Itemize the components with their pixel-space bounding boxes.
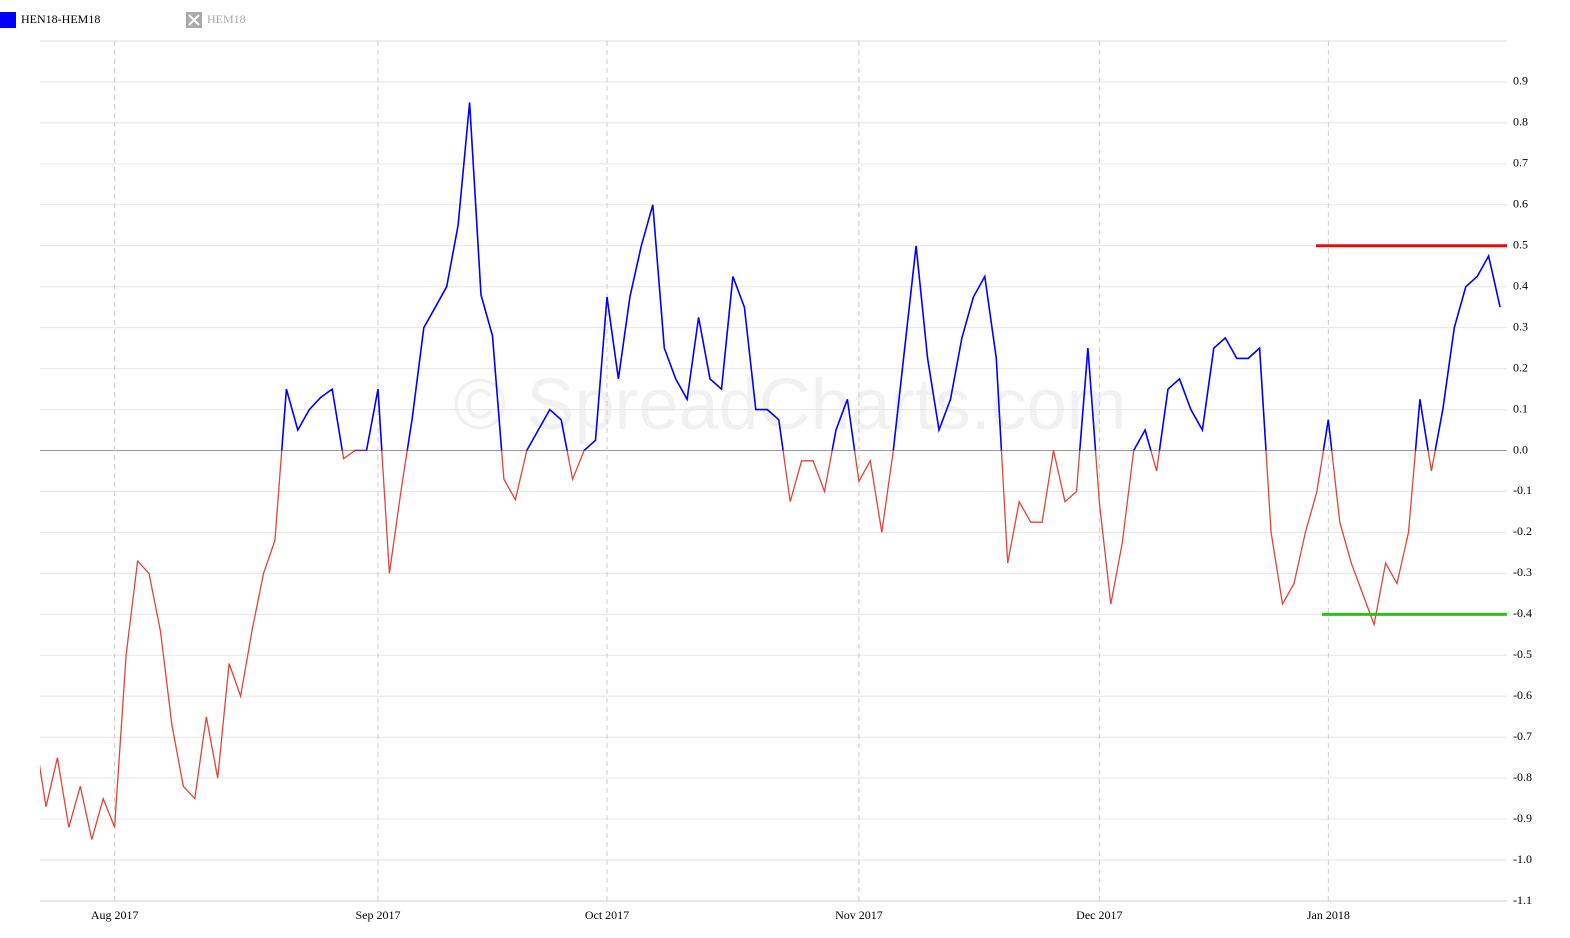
y-tick-label: -0.8 bbox=[1513, 770, 1532, 784]
legend-label: HEN18-HEM18 bbox=[21, 12, 100, 26]
series-clip bbox=[40, 102, 1501, 840]
y-tick-label: -0.6 bbox=[1513, 688, 1532, 702]
legend-x-icon bbox=[188, 14, 200, 26]
x-tick-label: Aug 2017 bbox=[91, 908, 139, 922]
y-tick-label: 0.6 bbox=[1513, 197, 1528, 211]
y-tick-label: 0.1 bbox=[1513, 401, 1528, 415]
legend-swatch bbox=[0, 12, 16, 28]
legend-label: HEM18 bbox=[207, 12, 246, 26]
y-tick-label: -0.2 bbox=[1513, 524, 1532, 538]
y-tick-label: -0.1 bbox=[1513, 483, 1532, 497]
y-tick-label: -0.4 bbox=[1513, 606, 1532, 620]
neg-group bbox=[40, 450, 1436, 840]
y-tick-label: 0.9 bbox=[1513, 74, 1528, 88]
x-tick-label: Oct 2017 bbox=[585, 908, 629, 922]
pos-group bbox=[280, 102, 1501, 451]
y-tick-label: -0.7 bbox=[1513, 729, 1532, 743]
y-tick-label: 0.2 bbox=[1513, 360, 1528, 374]
y-tick-label: 0.8 bbox=[1513, 115, 1528, 129]
watermark: © SpreadCharts.com bbox=[453, 365, 1126, 445]
x-tick-label: Sep 2017 bbox=[356, 908, 401, 922]
x-tick-label: Dec 2017 bbox=[1076, 908, 1122, 922]
y-tick-label: -1.0 bbox=[1513, 852, 1532, 866]
y-tick-label: 0.3 bbox=[1513, 319, 1528, 333]
x-tick-label: Nov 2017 bbox=[835, 908, 883, 922]
y-tick-label: 0.7 bbox=[1513, 156, 1528, 170]
line-positive bbox=[280, 102, 1501, 451]
y-tick-label: -1.1 bbox=[1513, 893, 1532, 907]
y-tick-label: -0.9 bbox=[1513, 811, 1532, 825]
y-tick-label: 0.0 bbox=[1513, 442, 1528, 456]
y-tick-label: 0.5 bbox=[1513, 238, 1528, 252]
y-tick-label: -0.3 bbox=[1513, 565, 1532, 579]
line-negative bbox=[40, 450, 1436, 840]
y-tick-label: 0.4 bbox=[1513, 278, 1528, 292]
y-tick-label: -0.5 bbox=[1513, 647, 1532, 661]
x-tick-label: Jan 2018 bbox=[1307, 908, 1350, 922]
